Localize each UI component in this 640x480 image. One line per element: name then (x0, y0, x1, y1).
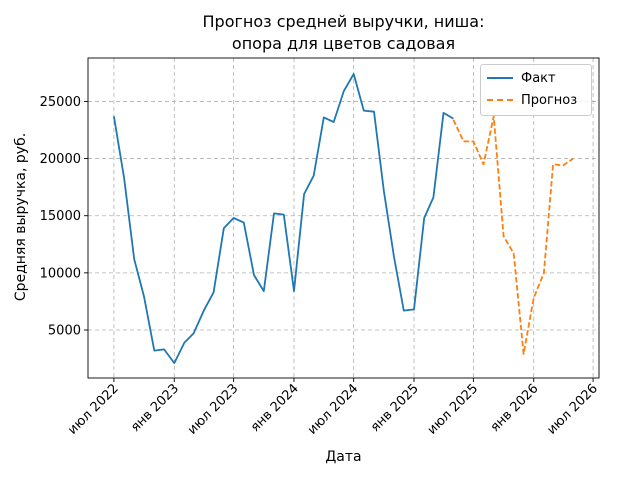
y-tick-label-0: 5000 (48, 324, 81, 339)
x-tick-label-6: июл 2025 (425, 381, 482, 438)
x-tick-label-3: янв 2024 (248, 381, 302, 435)
legend-item-forecast: Прогноз (487, 90, 577, 110)
plot-frame (87, 57, 600, 379)
x-axis-label: Дата (325, 449, 362, 465)
series-line-fact (113, 73, 454, 365)
chart-title: Прогноз средней выручки, ниша: (202, 12, 485, 31)
x-tick-label-8: июл 2026 (544, 381, 601, 438)
chart-subtitle: опора для цветов садовая (231, 34, 456, 53)
x-tick-label-1: янв 2023 (128, 381, 182, 435)
series-line-forecast (452, 115, 574, 355)
y-tick-label-1: 10000 (40, 266, 81, 281)
legend-label-forecast: Прогноз (521, 92, 578, 108)
x-tick-label-2: июл 2023 (185, 381, 242, 438)
y-tick-label-2: 15000 (40, 209, 81, 224)
chart-legend: Факт Прогноз (480, 64, 592, 116)
x-tick-label-4: июл 2024 (305, 381, 362, 438)
y-tick-label-3: 20000 (40, 152, 81, 167)
legend-label-fact: Факт (521, 70, 556, 86)
x-tick-label-7: янв 2026 (488, 381, 542, 435)
y-axis-label: Средняя выручка, руб. (13, 132, 29, 302)
x-tick-label-5: янв 2025 (368, 381, 422, 435)
legend-swatch-fact (487, 77, 513, 79)
legend-item-fact: Факт (487, 68, 556, 88)
x-tick-label-0: июл 2022 (65, 381, 122, 438)
y-tick-label-4: 25000 (40, 95, 81, 110)
legend-swatch-forecast (487, 99, 513, 101)
